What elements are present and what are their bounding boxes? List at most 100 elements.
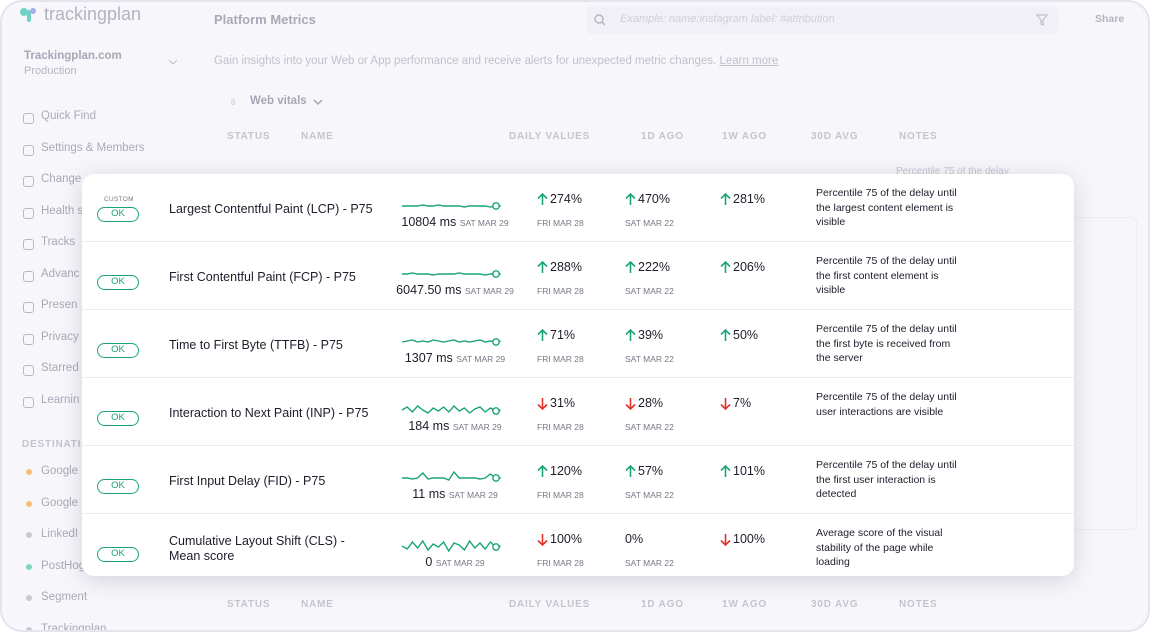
- trend-arrow: [625, 192, 636, 205]
- change-date: SAT MAR 22: [625, 354, 674, 364]
- change-value: 222%: [638, 260, 670, 274]
- destination-item[interactable]: Segment: [41, 591, 88, 603]
- change-date: SAT MAR 22: [625, 422, 674, 432]
- nav-icon: [23, 396, 34, 408]
- change-date: FRI MAR 28: [537, 422, 584, 432]
- metric-name-text: Interaction to Next Paint (INP) - P75: [169, 405, 369, 420]
- backdrop-panel: [1062, 217, 1137, 530]
- metric-notes: Percentile 75 of the delay until the fir…: [816, 459, 957, 500]
- nav-icon: [23, 239, 34, 250]
- sparkline: [401, 338, 501, 346]
- search-placeholder: Example: name:instagram label: #attribut…: [620, 13, 835, 25]
- column-header: 30D AVG: [811, 131, 859, 142]
- destination-dot: [26, 469, 32, 475]
- logo-icon: [20, 8, 36, 22]
- metric-notes: Percentile 75 of the delay until the fir…: [816, 323, 957, 364]
- metric-row[interactable]: OK First Input Delay (FID) - P75 11 ms SAT…: [82, 446, 1074, 514]
- column-header: NAME: [301, 599, 334, 610]
- change-date: FRI MAR 28: [537, 558, 584, 568]
- value: 1307 ms: [404, 351, 453, 365]
- metric-row[interactable]: OK First Contentful Paint (FCP) - P75 6047…: [82, 242, 1074, 310]
- nav-icon: [23, 270, 34, 282]
- page-title: Platform Metrics: [214, 12, 316, 27]
- nav-item[interactable]: Starred: [41, 362, 79, 374]
- change-w1: 39%: [625, 328, 663, 342]
- value: 0: [425, 555, 433, 569]
- metric-row[interactable]: CUSTOM OK Largest Contentful Paint (LCP) -…: [82, 174, 1074, 242]
- metric-name: Interaction to Next Paint (INP) - P75: [169, 378, 379, 446]
- destination-dot: [26, 532, 32, 538]
- nav-icon: [23, 207, 34, 219]
- trend-arrow: [625, 328, 636, 341]
- destination-dot: [26, 595, 32, 601]
- change-value: 31%: [550, 396, 576, 410]
- change-avg: 281%: [720, 192, 765, 206]
- destination-item[interactable]: Trackingplan: [41, 622, 107, 632]
- change-value: 288%: [550, 260, 582, 274]
- nav-icon: [23, 144, 34, 156]
- change-value: 71%: [550, 328, 576, 342]
- change-d1: 288%: [537, 260, 582, 274]
- group-name[interactable]: Web vitals: [250, 95, 307, 107]
- value-date: SAT MAR 29: [459, 218, 509, 228]
- change-w1: 470%: [625, 192, 670, 206]
- intro-text: Gain insights into your Web or App perfo…: [214, 55, 778, 67]
- column-header: DAILY VALUES: [509, 599, 591, 610]
- change-value: 100%: [550, 532, 582, 546]
- filter-icon[interactable]: [1036, 14, 1048, 26]
- change-d1: 120%: [537, 464, 582, 478]
- workspace-name[interactable]: Trackingplan.com: [24, 50, 122, 62]
- trend-arrow: [625, 260, 636, 273]
- nav-item[interactable]: Settings & Members: [41, 141, 145, 154]
- change-d1: 274%: [537, 192, 582, 206]
- change-value: 0%: [625, 532, 644, 546]
- chevron: [168, 59, 178, 65]
- group-count: 6: [231, 98, 236, 107]
- nav-item[interactable]: Tracks: [41, 236, 76, 248]
- metric-name-text: First Contentful Paint (FCP) - P75: [169, 269, 356, 284]
- trend-arrow: [720, 533, 731, 546]
- destination-dot: [26, 500, 32, 507]
- change-w1: 57%: [625, 464, 663, 478]
- nav-item[interactable]: Presen: [41, 299, 78, 311]
- trend-arrow: [537, 192, 548, 205]
- column-header: STATUS: [227, 131, 271, 142]
- learn-more-link[interactable]: Learn more: [719, 55, 779, 67]
- sparkline: [402, 470, 501, 482]
- status-badge: OK: [97, 275, 139, 290]
- change-avg: 101%: [720, 464, 765, 478]
- change-value: 57%: [638, 464, 664, 478]
- nav-item[interactable]: Privacy: [41, 330, 79, 343]
- nav-item[interactable]: Change: [41, 173, 82, 185]
- metric-row[interactable]: OK Interaction to Next Paint (INP) - P75 1…: [82, 378, 1074, 446]
- trend-arrow: [720, 328, 731, 341]
- share-button[interactable]: Share: [1095, 13, 1125, 25]
- change-value: 100%: [733, 532, 765, 546]
- column-header: 30D AVG: [811, 599, 859, 610]
- metric-name-text: Largest Contentful Paint (LCP) - P75: [169, 202, 373, 216]
- nav-icon: [23, 333, 34, 345]
- destination-item[interactable]: Google: [41, 465, 79, 477]
- change-value: 470%: [638, 192, 670, 206]
- trend-arrow: [720, 192, 731, 205]
- nav-item[interactable]: Learnin: [41, 393, 80, 406]
- change-d1: 100%: [537, 532, 582, 546]
- destination-item[interactable]: PostHog: [41, 559, 86, 572]
- nav-icon: [23, 176, 34, 187]
- change-w1: 28%: [625, 396, 663, 410]
- column-header: 1W AGO: [722, 131, 767, 142]
- nav-item[interactable]: Advanc: [41, 267, 80, 280]
- change-w1: 222%: [625, 260, 670, 274]
- value-date: SAT MAR 29: [464, 286, 514, 296]
- nav-item[interactable]: Health s: [41, 204, 84, 217]
- destination-item[interactable]: Google: [41, 496, 79, 509]
- nav-item[interactable]: Quick Find: [41, 110, 96, 122]
- metrics-popup: CUSTOM OK Largest Contentful Paint (LCP) -…: [82, 174, 1074, 576]
- destination-item[interactable]: LinkedI: [41, 528, 79, 540]
- value-date: SAT MAR 29: [448, 490, 498, 500]
- daily-value: 0 SAT MAR 29: [382, 555, 528, 569]
- metric-row[interactable]: OK Time to First Byte (TTFB) - P75 1307 ms…: [82, 310, 1074, 378]
- metric-row[interactable]: OK Cumulative Layout Shift (CLS) - Mean s…: [82, 514, 1074, 576]
- search-box[interactable]: Example: name:instagram label: #attribut…: [586, 6, 1058, 34]
- change-avg: 206%: [720, 260, 765, 274]
